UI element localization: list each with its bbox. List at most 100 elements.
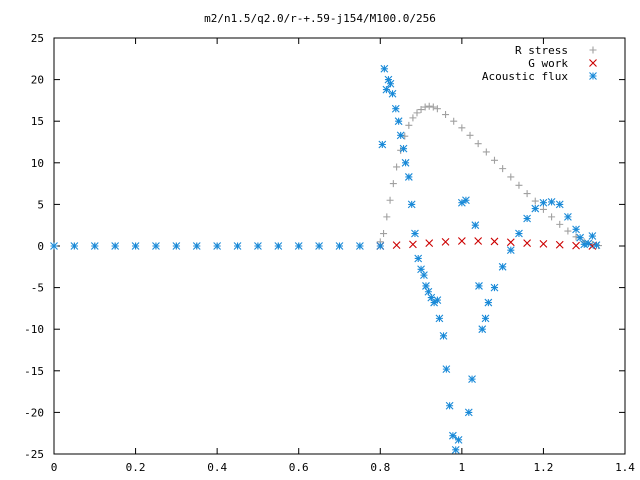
- data-point: [474, 237, 483, 245]
- data-point: [378, 140, 387, 149]
- data-point: [464, 408, 473, 417]
- data-point: [407, 200, 416, 209]
- data-point: [356, 242, 364, 250]
- data-point: [445, 401, 454, 410]
- data-point: [448, 431, 457, 440]
- chart-title: m2/n1.5/q2.0/r-+.59-j154/M100.0/256: [204, 12, 436, 25]
- data-point: [192, 242, 201, 250]
- data-point: [433, 296, 442, 304]
- axes: 0 0.2 0.4 0.6 0.8 1 1.2 1.4 25 20 15 10 5 0 -5 -10 -15 -2…: [24, 32, 635, 474]
- data-point: [442, 365, 451, 374]
- data-point: [393, 163, 401, 171]
- data-point: [439, 331, 448, 340]
- data-point: [384, 75, 393, 84]
- series-1: [376, 237, 597, 250]
- x-tick-label: 1: [459, 461, 466, 474]
- data-point: [475, 282, 483, 290]
- data-point: [394, 117, 403, 126]
- data-point: [547, 198, 556, 206]
- data-point: [409, 114, 417, 122]
- data-point: [588, 232, 597, 240]
- data-point: [152, 242, 160, 250]
- data-point: [90, 242, 99, 250]
- data-point: [417, 106, 425, 114]
- data-point: [425, 102, 433, 110]
- data-point: [506, 246, 515, 255]
- data-point: [584, 239, 593, 248]
- data-point: [523, 190, 531, 198]
- data-point: [380, 64, 389, 73]
- data-point: [425, 239, 434, 247]
- data-point: [498, 262, 507, 271]
- legend-marker: [589, 59, 597, 67]
- y-tick-label: 25: [31, 32, 44, 45]
- data-point: [315, 242, 323, 250]
- x-tick-label: 1.2: [533, 461, 553, 474]
- data-point: [506, 238, 515, 247]
- y-tick-label: 15: [31, 115, 44, 128]
- data-point: [507, 173, 515, 181]
- data-point: [515, 181, 523, 189]
- data-point: [523, 214, 532, 223]
- data-point: [399, 144, 408, 153]
- data-point: [383, 213, 391, 221]
- legend-marker: [589, 46, 597, 54]
- data-point: [172, 242, 181, 250]
- data-point: [404, 173, 413, 181]
- legend-label: G work: [528, 57, 568, 70]
- data-point: [429, 103, 437, 111]
- data-point: [454, 435, 463, 444]
- data-point: [481, 314, 490, 323]
- data-point: [539, 198, 548, 207]
- data-point: [457, 198, 466, 207]
- y-tick-label: -20: [24, 406, 44, 419]
- data-point: [427, 293, 436, 302]
- data-point: [499, 165, 507, 173]
- data-point: [572, 233, 580, 241]
- data-point: [572, 225, 580, 234]
- data-point: [401, 132, 409, 140]
- data-point: [466, 131, 474, 139]
- data-point: [458, 124, 466, 132]
- data-point: [531, 197, 539, 205]
- data-point: [254, 242, 262, 250]
- data-point: [392, 241, 401, 250]
- data-point: [478, 325, 487, 334]
- data-point: [396, 131, 405, 140]
- data-point: [386, 196, 394, 204]
- legend-marker: [589, 72, 597, 80]
- data-point: [564, 212, 572, 221]
- data-point: [405, 121, 413, 129]
- data-point: [233, 242, 242, 250]
- data-point: [442, 111, 450, 119]
- data-point: [474, 140, 482, 148]
- data-point: [515, 229, 523, 238]
- data-point: [274, 242, 283, 250]
- data-point: [420, 271, 428, 280]
- data-point: [50, 242, 58, 250]
- data-point: [564, 227, 572, 235]
- data-point: [414, 254, 423, 263]
- y-tick-label: 20: [31, 74, 44, 87]
- x-tick-label: 0.8: [370, 461, 390, 474]
- x-tick-label: 0: [51, 461, 58, 474]
- data-point: [484, 298, 493, 307]
- data-point: [424, 287, 433, 296]
- series-0: [50, 102, 602, 250]
- data-point: [401, 158, 410, 167]
- data-point: [576, 233, 585, 242]
- data-point: [409, 240, 417, 249]
- data-point: [382, 85, 391, 94]
- data-point: [376, 242, 385, 250]
- y-tick-label: 0: [37, 240, 44, 253]
- data-point: [556, 220, 564, 228]
- data-point: [539, 240, 548, 248]
- data-point: [572, 241, 580, 250]
- data-point: [539, 205, 547, 213]
- data-point: [490, 156, 498, 164]
- data-point: [421, 103, 429, 111]
- data-point: [555, 200, 564, 209]
- y-tick-label: -15: [24, 365, 44, 378]
